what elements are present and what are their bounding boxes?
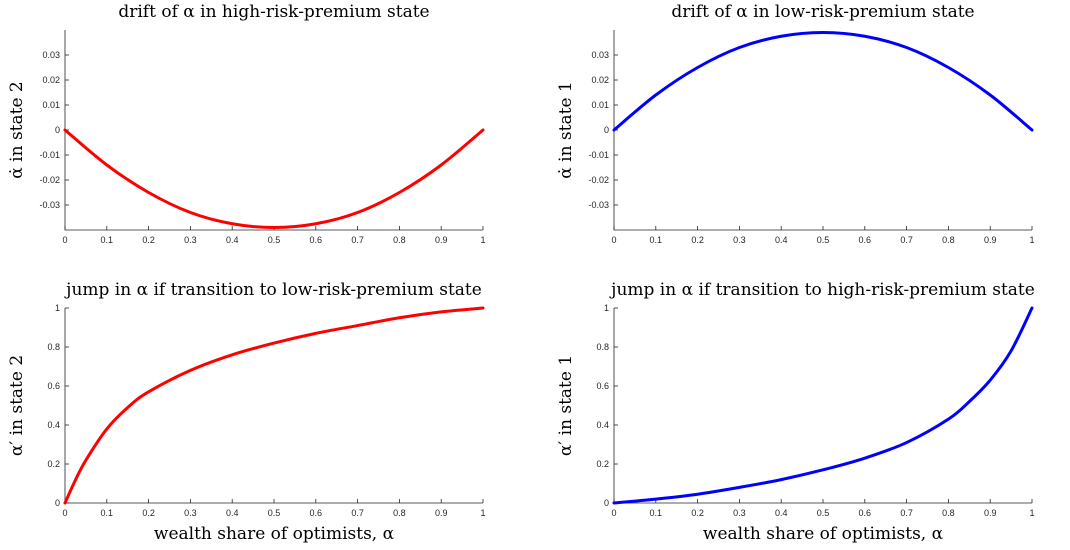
- x-tick-label: 0.3: [733, 508, 746, 518]
- x-tick-label: 0.9: [435, 235, 448, 245]
- y-tick-label: 0: [604, 498, 609, 508]
- x-tick-label: 0.8: [942, 235, 955, 245]
- x-tick-label: 0.6: [310, 235, 323, 245]
- series-line: [63, 128, 485, 229]
- x-tick-label: 0.9: [984, 508, 997, 518]
- x-tick-label: 0.6: [859, 508, 872, 518]
- y-tick-label: 0.02: [591, 75, 609, 85]
- x-tick-label: 0.4: [775, 235, 788, 245]
- x-tick-label: 0.9: [984, 235, 997, 245]
- y-tick-label: -0.02: [588, 175, 609, 185]
- x-tick-label: 0.3: [733, 235, 746, 245]
- y-axis-label: α̇ in state 1: [556, 81, 576, 178]
- y-tick-label: 0: [55, 498, 60, 508]
- y-tick-label: 0.03: [591, 50, 609, 60]
- x-tick-label: 0.8: [393, 508, 406, 518]
- y-tick-label: 0.6: [596, 381, 609, 391]
- x-tick-label: 1: [1029, 235, 1034, 245]
- panel-1: 0 0.1 0.2 0.3 0.4 0.5 0.6 0.7 0.8 0.9 1 -0.03 -0.02 -…: [7, 2, 486, 245]
- x-tick-label: 0.7: [900, 508, 913, 518]
- x-tick-label: 0.7: [900, 235, 913, 245]
- x-tick-label: 0.6: [859, 235, 872, 245]
- x-tick-label: 0.1: [101, 235, 114, 245]
- x-tick-label: 0: [62, 235, 67, 245]
- y-tick-label: 1: [55, 303, 60, 313]
- x-tick-label: 0.1: [101, 508, 114, 518]
- y-tick-label: -0.03: [588, 200, 609, 210]
- x-tick-label: 0.4: [226, 235, 239, 245]
- y-tick-label: 0.2: [47, 459, 60, 469]
- y-axis-label: α′ in state 2: [7, 355, 27, 456]
- x-tick-label: 0.2: [142, 235, 155, 245]
- panel-3: 0 0.1 0.2 0.3 0.4 0.5 0.6 0.7 0.8 0.9 1 0 0.2 0.4 0.6 0…: [7, 280, 486, 544]
- x-tick-label: 0.2: [691, 235, 704, 245]
- y-tick-label: 0: [55, 125, 60, 135]
- x-tick-label: 1: [480, 235, 485, 245]
- x-axis-label: wealth share of optimists, α: [703, 524, 944, 544]
- series-line: [612, 306, 1034, 505]
- series-line: [612, 31, 1034, 132]
- x-tick-label: 0.7: [351, 508, 364, 518]
- x-tick-label: 0.2: [691, 508, 704, 518]
- x-tick-label: 0.9: [435, 508, 448, 518]
- y-tick-label: 0.01: [591, 100, 609, 110]
- panel-4: 0 0.1 0.2 0.3 0.4 0.5 0.6 0.7 0.8 0.9 1 0 0.2 0.4 0.6 0…: [556, 280, 1035, 544]
- y-tick-label: -0.01: [39, 150, 60, 160]
- axes-box: [613, 308, 1032, 504]
- y-axis-label: α̇ in state 2: [7, 81, 27, 178]
- x-tick-label: 0.1: [650, 508, 663, 518]
- y-tick-label: 0.03: [42, 50, 60, 60]
- x-tick-label: 0.1: [650, 235, 663, 245]
- axes-box: [613, 30, 1032, 231]
- x-tick-label: 0.4: [775, 508, 788, 518]
- y-tick-label: 1: [604, 303, 609, 313]
- y-tick-label: 0.01: [42, 100, 60, 110]
- x-tick-label: 0.5: [268, 235, 281, 245]
- x-tick-label: 0.5: [817, 235, 830, 245]
- x-tick-label: 0.8: [942, 508, 955, 518]
- x-tick-label: 0.8: [393, 235, 406, 245]
- x-tick-label: 0: [611, 235, 616, 245]
- x-tick-label: 1: [1029, 508, 1034, 518]
- x-tick-label: 0.5: [817, 508, 830, 518]
- x-axis-label: wealth share of optimists, α: [154, 524, 395, 544]
- y-tick-label: -0.03: [39, 200, 60, 210]
- y-tick-label: -0.02: [39, 175, 60, 185]
- y-tick-label: 0: [604, 125, 609, 135]
- y-tick-label: 0.8: [47, 342, 60, 352]
- chart-title: drift of α in high-risk-premium state: [118, 2, 429, 22]
- y-tick-label: 0.4: [47, 420, 60, 430]
- axes-box: [64, 30, 483, 231]
- chart-title: jump in α if transition to high-risk-pre…: [609, 280, 1035, 300]
- x-tick-label: 1: [480, 508, 485, 518]
- series-line: [63, 306, 485, 505]
- x-tick-label: 0.3: [184, 235, 197, 245]
- x-tick-label: 0.2: [142, 508, 155, 518]
- y-tick-label: 0.6: [47, 381, 60, 391]
- x-tick-label: 0.7: [351, 235, 364, 245]
- y-tick-label: 0.02: [42, 75, 60, 85]
- chart-title: jump in α if transition to low-risk-prem…: [64, 280, 482, 300]
- y-tick-label: 0.8: [596, 342, 609, 352]
- y-tick-label: 0.4: [596, 420, 609, 430]
- x-tick-label: 0.5: [268, 508, 281, 518]
- x-tick-label: 0.4: [226, 508, 239, 518]
- y-tick-label: 0.2: [596, 459, 609, 469]
- chart-title: drift of α in low-risk-premium state: [671, 2, 974, 22]
- x-tick-label: 0: [62, 508, 67, 518]
- y-axis-label: α′ in state 1: [556, 355, 576, 456]
- x-tick-label: 0.3: [184, 508, 197, 518]
- x-tick-label: 0: [611, 508, 616, 518]
- x-tick-label: 0.6: [310, 508, 323, 518]
- y-tick-label: -0.01: [588, 150, 609, 160]
- panel-2: 0 0.1 0.2 0.3 0.4 0.5 0.6 0.7 0.8 0.9 1 -0.03 -0.02 -…: [556, 2, 1035, 245]
